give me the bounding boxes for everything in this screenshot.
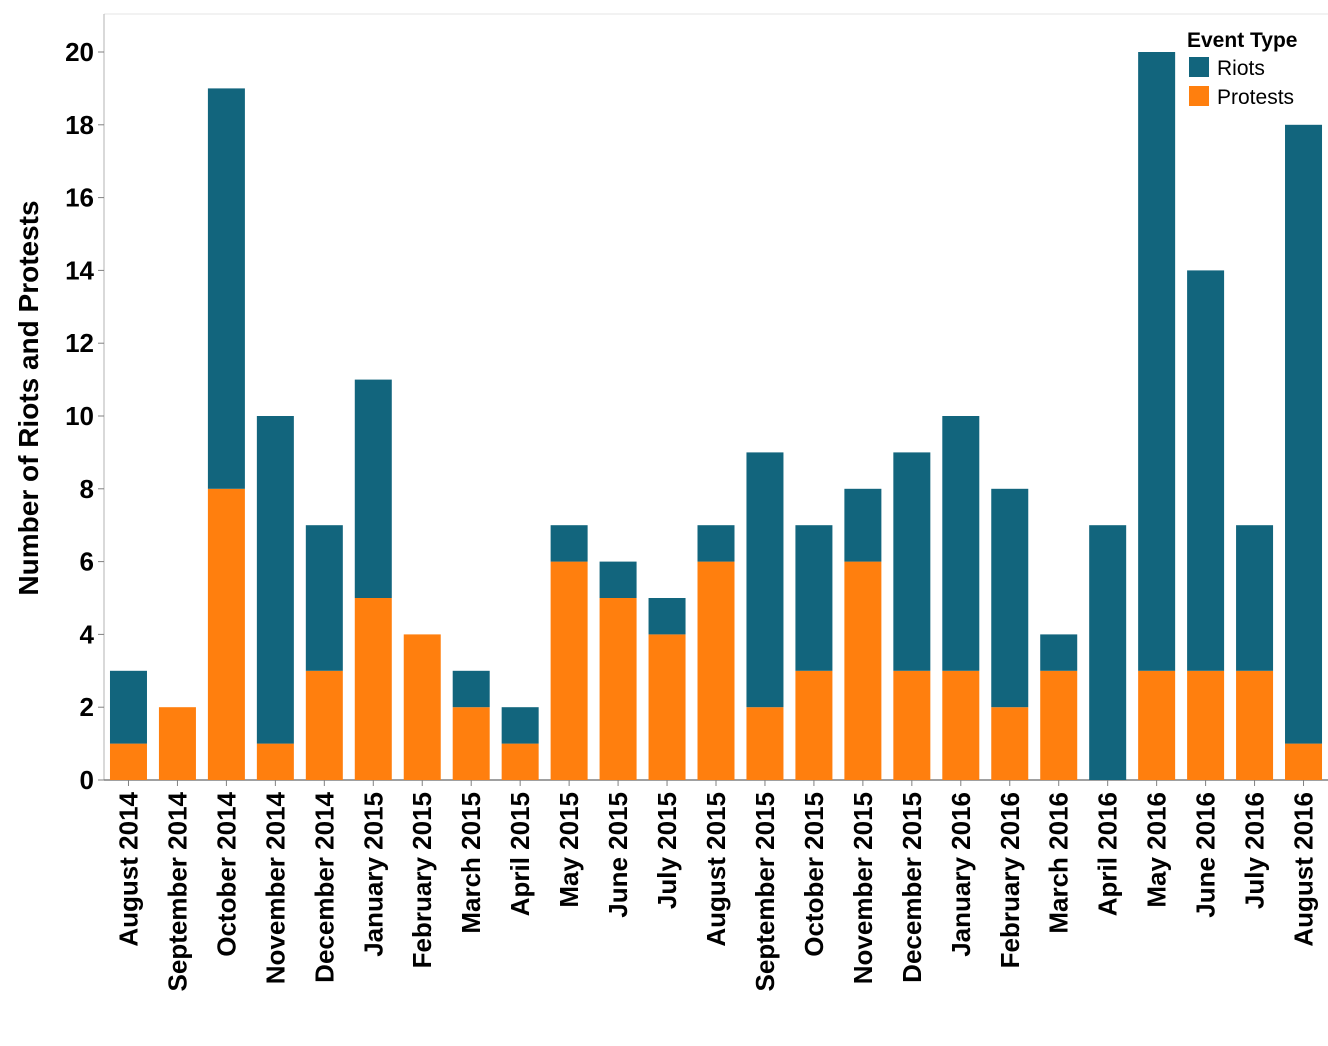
bar-riots [354, 379, 392, 598]
bar-protests [697, 561, 735, 780]
x-tick-label: January 2015 [358, 792, 388, 957]
bar-protests [305, 670, 343, 780]
bar-protests [746, 707, 784, 780]
y-tick-label: 20 [65, 37, 94, 67]
bar-riots [1187, 270, 1225, 671]
bar-riots [109, 670, 147, 744]
bar-protests [403, 634, 441, 780]
x-tick-label: June 2015 [603, 792, 633, 918]
bars-layer [109, 52, 1323, 780]
bar-riots [1285, 124, 1323, 744]
x-tick-label: October 2015 [799, 792, 829, 957]
y-axis: 0 2 4 6 8 10 12 14 16 18 20 [65, 37, 104, 795]
legend-swatch-protests [1189, 86, 1209, 106]
y-tick-label: 10 [65, 401, 94, 431]
bar-riots [942, 416, 980, 671]
bar-protests [1138, 670, 1176, 780]
bar-protests [207, 488, 245, 780]
x-tick-label: December 2015 [897, 792, 927, 983]
legend: Event Type Riots Protests [1187, 29, 1297, 109]
bar-riots [1089, 525, 1127, 780]
x-axis: August 2014 September 2014 October 2014 Nov… [113, 780, 1319, 991]
bar-riots [452, 670, 490, 708]
x-tick-label: May 2016 [1142, 792, 1172, 908]
x-tick-label: April 2016 [1093, 792, 1123, 916]
y-tick-label: 0 [80, 765, 94, 795]
y-axis-title: Number of Riots and Protests [13, 200, 44, 595]
bar-riots [207, 88, 245, 489]
x-tick-label: April 2015 [505, 792, 535, 916]
x-tick-label: August 2014 [113, 791, 143, 946]
y-tick-label: 6 [80, 547, 94, 577]
x-tick-label: July 2015 [652, 792, 682, 909]
legend-swatch-riots [1189, 57, 1209, 77]
x-tick-label: December 2014 [309, 791, 339, 982]
bar-protests [109, 743, 147, 780]
bar-riots [795, 525, 833, 671]
bar-riots [648, 598, 686, 635]
bar-riots [1138, 52, 1176, 671]
bar-protests [599, 598, 637, 780]
bar-riots [1040, 634, 1078, 671]
y-tick-label: 14 [65, 255, 94, 285]
bar-riots [746, 452, 784, 708]
x-tick-label: February 2015 [407, 792, 437, 968]
y-tick-label: 8 [80, 474, 94, 504]
bar-protests [893, 670, 931, 780]
x-tick-label: May 2015 [554, 792, 584, 908]
x-tick-label: November 2014 [260, 791, 290, 984]
x-tick-label: August 2016 [1289, 792, 1319, 947]
x-tick-label: July 2016 [1240, 792, 1270, 909]
x-tick-label: March 2015 [456, 792, 486, 934]
bar-protests [1040, 670, 1078, 780]
bar-riots [599, 561, 637, 598]
bar-protests [550, 561, 588, 780]
bar-protests [991, 707, 1029, 780]
x-tick-label: June 2016 [1191, 792, 1221, 918]
y-tick-label: 12 [65, 328, 94, 358]
bar-protests [1236, 670, 1274, 780]
bar-riots [550, 525, 588, 562]
bar-protests [844, 561, 882, 780]
legend-label-protests: Protests [1217, 86, 1294, 109]
bar-riots [256, 416, 294, 744]
legend-title: Event Type [1187, 29, 1297, 52]
bar-riots [991, 488, 1029, 708]
legend-label-riots: Riots [1217, 57, 1265, 80]
bar-protests [1285, 743, 1323, 780]
bar-protests [158, 707, 196, 780]
x-tick-label: August 2015 [701, 792, 731, 947]
bar-protests [942, 670, 980, 780]
bar-protests [648, 634, 686, 780]
bar-riots [501, 707, 539, 744]
x-tick-label: September 2015 [750, 792, 780, 991]
bar-protests [354, 598, 392, 780]
bar-riots [697, 525, 735, 562]
bar-protests [795, 670, 833, 780]
bar-protests [1187, 670, 1225, 780]
bar-riots [844, 488, 882, 562]
bar-riots [1236, 525, 1274, 671]
y-tick-label: 18 [65, 110, 94, 140]
bar-riots [305, 525, 343, 671]
x-tick-label: October 2014 [211, 791, 241, 956]
y-tick-label: 4 [80, 619, 95, 649]
bar-protests [501, 743, 539, 780]
x-tick-label: November 2015 [848, 792, 878, 984]
y-tick-label: 16 [65, 183, 94, 213]
x-tick-label: January 2016 [946, 792, 976, 957]
y-tick-label: 2 [80, 692, 94, 722]
x-tick-label: September 2014 [162, 791, 192, 991]
bar-riots [893, 452, 931, 671]
bar-protests [256, 743, 294, 780]
bar-protests [452, 707, 490, 780]
x-tick-label: February 2016 [995, 792, 1025, 968]
x-tick-label: March 2016 [1044, 792, 1074, 934]
